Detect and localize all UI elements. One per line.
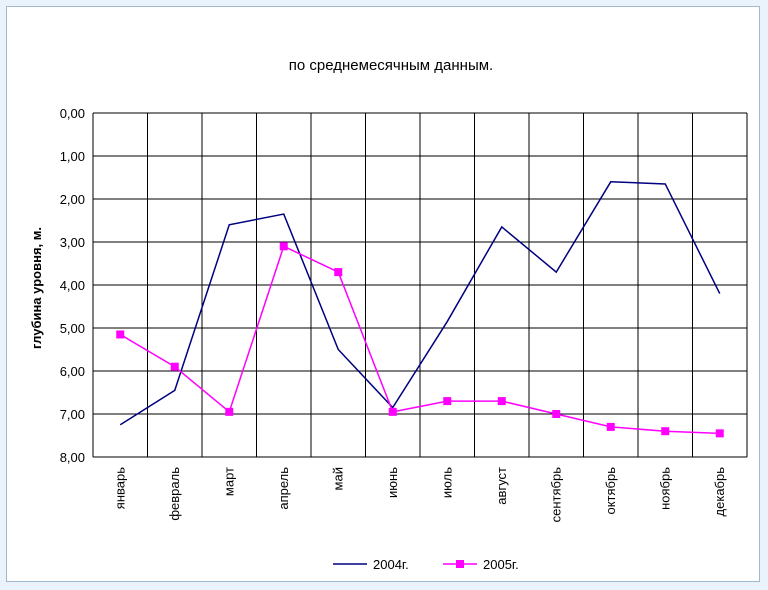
- x-tick-label: октябрь: [603, 467, 618, 515]
- y-tick-label: 0,00: [60, 106, 85, 121]
- series-layer: [116, 181, 724, 438]
- x-axis-ticks: январь февраль март апрель май июнь июль август…: [112, 467, 727, 523]
- x-tick-label: июль: [439, 467, 454, 498]
- series-point: [225, 407, 234, 416]
- line-chart: по среднемесячным данным. 0,00 1,00 2,00 3,…: [29, 57, 748, 572]
- y-tick-label: 1,00: [60, 149, 85, 164]
- y-tick-label: 4,00: [60, 278, 85, 293]
- series-point: [388, 407, 397, 416]
- series-point: [279, 242, 288, 251]
- series-point: [443, 397, 452, 406]
- series-point: [170, 362, 179, 371]
- legend: 2004г. 2005г.: [333, 557, 519, 572]
- series-point: [497, 397, 506, 406]
- chart-frame: по среднемесячным данным. 0,00 1,00 2,00 3,…: [6, 6, 760, 582]
- legend-label-2: 2005г.: [483, 557, 519, 572]
- series-line-2: [119, 245, 720, 435]
- x-tick-label: август: [494, 467, 509, 505]
- x-tick-label: сентябрь: [548, 467, 563, 523]
- chart-title: по среднемесячным данным.: [289, 57, 493, 74]
- y-tick-label: 8,00: [60, 450, 85, 465]
- y-axis-label: глубина уровня, м.: [29, 227, 44, 349]
- x-tick-label: декабрь: [712, 467, 727, 517]
- series-line-1: [119, 181, 721, 426]
- series-point: [715, 429, 724, 438]
- x-tick-label: апрель: [276, 467, 291, 510]
- legend-label-1: 2004г.: [373, 557, 409, 572]
- plot-grid: [92, 112, 748, 458]
- x-tick-label: май: [330, 467, 345, 490]
- series-point: [116, 330, 125, 339]
- x-tick-label: ноябрь: [657, 467, 672, 510]
- series-point: [334, 268, 343, 277]
- series-point: [606, 422, 615, 431]
- series-point: [552, 410, 561, 418]
- y-tick-label: 6,00: [60, 364, 85, 379]
- y-tick-label: 5,00: [60, 321, 85, 336]
- y-tick-label: 2,00: [60, 192, 85, 207]
- y-axis-ticks: 0,00 1,00 2,00 3,00 4,00 5,00 6,00 7,00 8,00: [60, 106, 85, 465]
- x-tick-label: февраль: [167, 467, 182, 521]
- legend-marker: [456, 560, 464, 568]
- y-tick-label: 7,00: [60, 407, 85, 422]
- series-point: [661, 427, 670, 436]
- y-tick-label: 3,00: [60, 235, 85, 250]
- x-tick-label: июнь: [385, 467, 400, 498]
- x-tick-label: январь: [112, 467, 127, 509]
- x-tick-label: март: [221, 467, 236, 496]
